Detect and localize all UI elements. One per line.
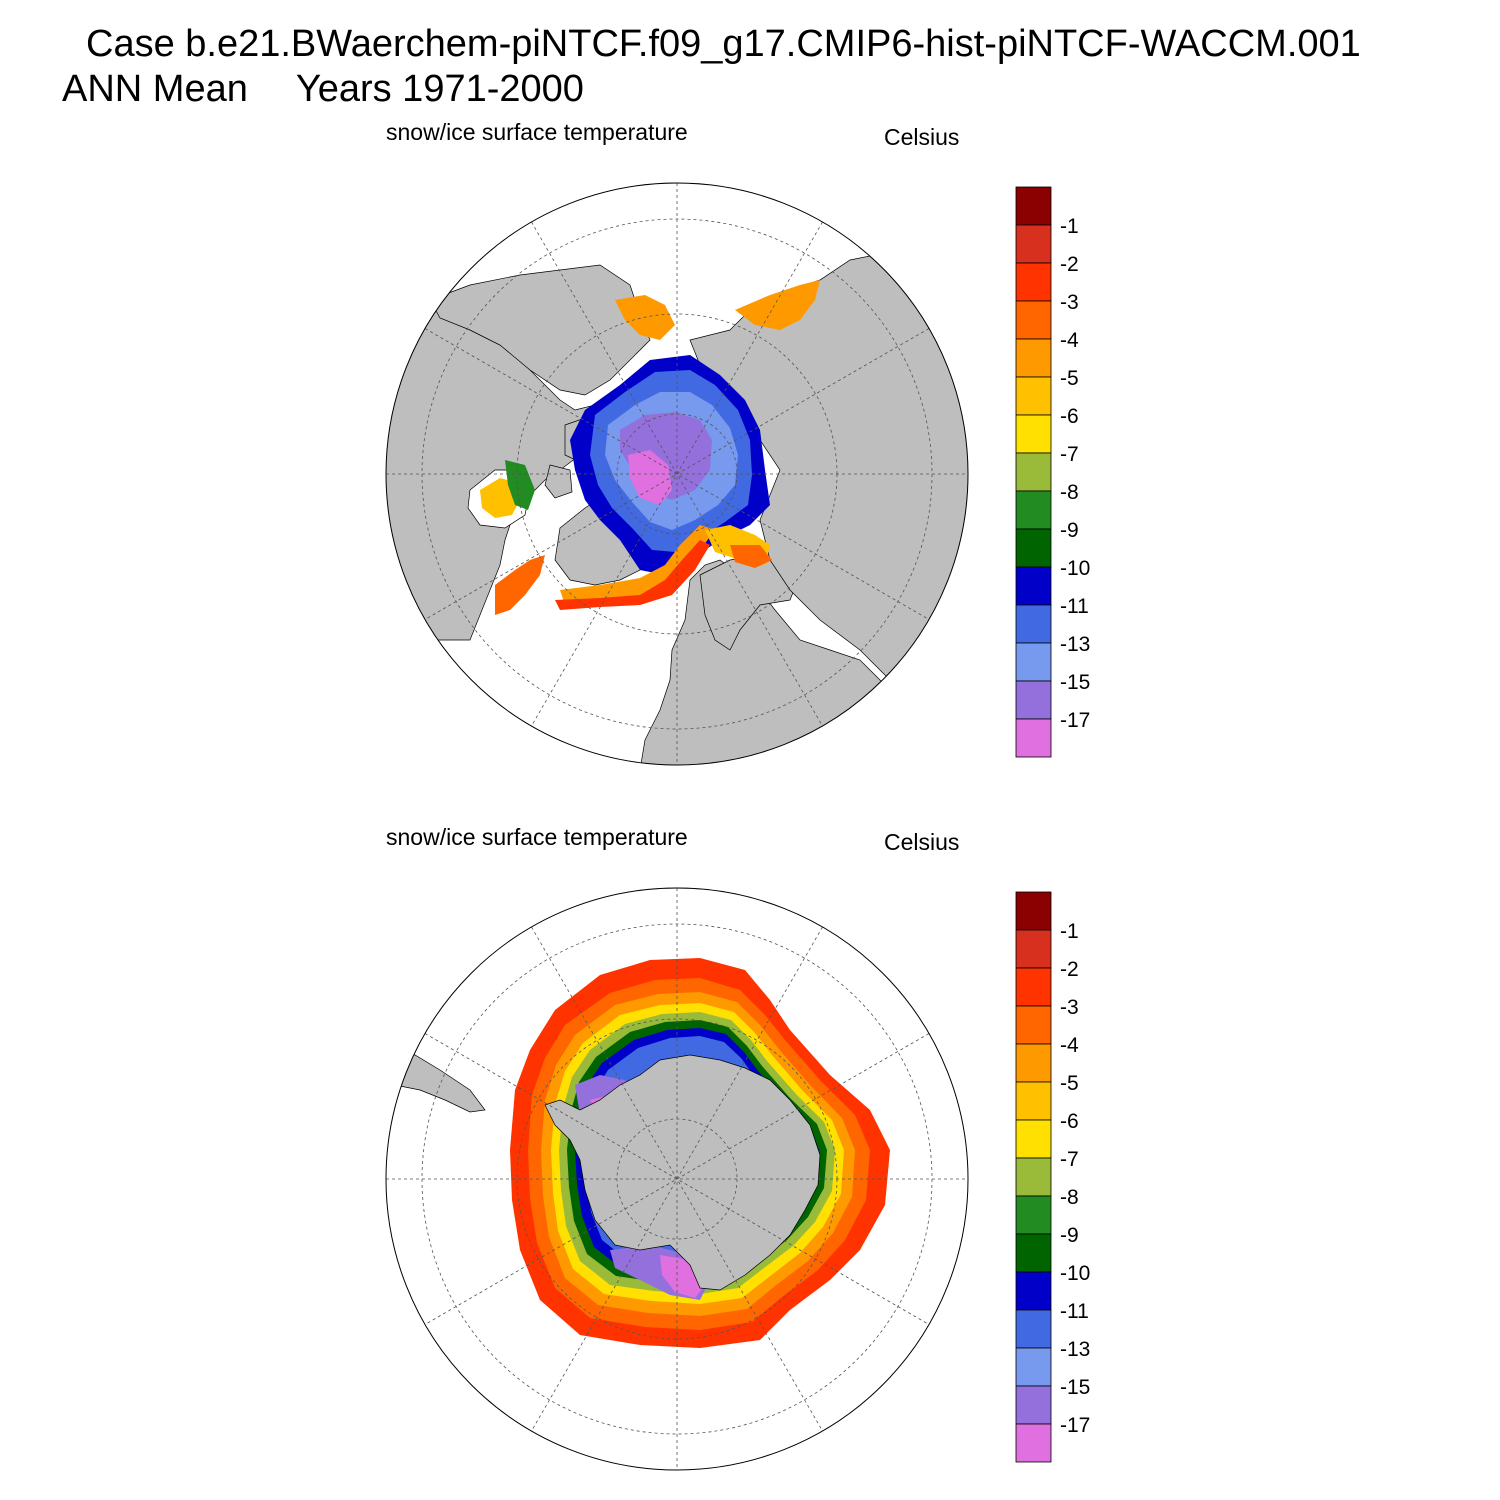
- south-colorbar-tick-label: -5: [1060, 1072, 1079, 1095]
- south-colorbar-swatch: [1015, 1119, 1052, 1159]
- north-colorbar-swatch: [1015, 414, 1052, 454]
- south-colorbar-swatch: [1015, 1347, 1052, 1387]
- arctic-ice-coldest-core: [628, 450, 672, 505]
- south-colorbar-swatch: [1015, 1271, 1052, 1311]
- north-colorbar-tick-label: -9: [1060, 519, 1079, 542]
- ross-coldest-ice: [660, 1255, 705, 1298]
- north-colorbar-tick-label: -6: [1060, 405, 1079, 428]
- north-colorbar-tick-label: -7: [1060, 443, 1079, 466]
- south-colorbar-swatch: [1015, 929, 1052, 969]
- north-colorbar-swatch: [1015, 680, 1052, 720]
- south-colorbar-tick-label: -13: [1060, 1338, 1090, 1361]
- south-colorbar-swatch: [1015, 1195, 1052, 1235]
- north-colorbar-swatch: [1015, 642, 1052, 682]
- south-colorbar-tick-label: -9: [1060, 1224, 1079, 1247]
- case-title: Case b.e21.BWaerchem-piNTCF.f09_g17.CMIP…: [86, 23, 1361, 65]
- south-colorbar-swatch: [1015, 1385, 1052, 1425]
- okhotsk-sea-ice: [735, 280, 820, 330]
- barents-ice-edge-warm: [730, 545, 772, 568]
- south-colorbar-swatch: [1015, 1043, 1052, 1083]
- south-polar-map: [385, 887, 969, 1471]
- north-colorbar-tick-label: -1: [1060, 215, 1079, 238]
- north-colorbar-swatch: [1015, 186, 1052, 226]
- north-colorbar-swatch: [1015, 262, 1052, 302]
- north-colorbar-swatch: [1015, 566, 1052, 606]
- north-colorbar-tick-label: -8: [1060, 481, 1079, 504]
- south-graticule: [386, 888, 968, 1470]
- north-colorbar-swatch: [1015, 452, 1052, 492]
- north-colorbar-tick-label: -17: [1060, 709, 1090, 732]
- period-title: ANN Mean Years 1971-2000: [62, 70, 584, 108]
- north-colorbar-swatch: [1015, 718, 1052, 758]
- north-colorbar-swatch: [1015, 528, 1052, 568]
- south-colorbar-swatch: [1015, 1157, 1052, 1197]
- south-colorbar-swatch: [1015, 1233, 1052, 1273]
- south-colorbar-tick-label: -15: [1060, 1376, 1090, 1399]
- north-colorbar: -1 -2 -3 -4 -5 -6 -7 -8 -9 -10 -11 -13 -15 -17: [1015, 186, 1090, 758]
- south-colorbar-tick-label: -17: [1060, 1414, 1090, 1437]
- north-colorbar-tick-label: -10: [1060, 557, 1090, 580]
- north-graticule: [386, 183, 968, 765]
- south-variable-label: snow/ice surface temperature: [386, 824, 688, 850]
- north-colorbar-tick-label: -3: [1060, 291, 1079, 314]
- south-colorbar-tick-label: -8: [1060, 1186, 1079, 1209]
- south-colorbar-tick-label: -1: [1060, 920, 1079, 943]
- north-colorbar-tick-label: -4: [1060, 329, 1079, 352]
- south-colorbar-tick-label: -10: [1060, 1262, 1090, 1285]
- labrador-ice-edge: [495, 555, 545, 615]
- north-colorbar-tick-label: -2: [1060, 253, 1079, 276]
- south-colorbar: -1 -2 -3 -4 -5 -6 -7 -8 -9 -10 -11 -13 -15 -17: [1015, 891, 1090, 1463]
- south-colorbar-swatch: [1015, 1309, 1052, 1349]
- antarctica-landmass: [544, 1054, 821, 1291]
- north-colorbar-tick-label: -11: [1060, 595, 1089, 618]
- north-colorbar-tick-label: -5: [1060, 367, 1079, 390]
- north-colorbar-swatch: [1015, 604, 1052, 644]
- north-colorbar-tick-label: -15: [1060, 671, 1090, 694]
- south-units-label: Celsius: [884, 829, 960, 855]
- south-colorbar-tick-label: -11: [1060, 1300, 1089, 1323]
- north-colorbar-tick-label: -13: [1060, 633, 1090, 656]
- baffin-ice-green: [505, 460, 535, 510]
- greenland-sea-ice-edge-warm: [555, 540, 710, 610]
- season-label: ANN Mean: [62, 68, 248, 110]
- north-colorbar-swatch: [1015, 376, 1052, 416]
- south-colorbar-swatch: [1015, 1423, 1052, 1463]
- south-colorbar-tick-label: -7: [1060, 1148, 1079, 1171]
- north-colorbar-swatch: [1015, 490, 1052, 530]
- south-colorbar-swatch: [1015, 1081, 1052, 1121]
- north-polar-map: [385, 182, 969, 766]
- beringia-landmass: [429, 264, 651, 396]
- south-colorbar-tick-label: -3: [1060, 996, 1079, 1019]
- north-units-label: Celsius: [884, 124, 960, 150]
- south-colorbar-swatch: [1015, 1005, 1052, 1045]
- north-colorbar-swatch: [1015, 300, 1052, 340]
- south-colorbar-tick-label: -2: [1060, 958, 1079, 981]
- south-colorbar-tick-label: -4: [1060, 1034, 1079, 1057]
- south-colorbar-swatch: [1015, 967, 1052, 1007]
- north-colorbar-swatch: [1015, 338, 1052, 378]
- south-colorbar-tick-label: -6: [1060, 1110, 1079, 1133]
- south-colorbar-swatch: [1015, 891, 1052, 931]
- north-variable-label: snow/ice surface temperature: [386, 119, 688, 145]
- years-label: Years 1971-2000: [295, 68, 584, 110]
- north-colorbar-swatch: [1015, 224, 1052, 264]
